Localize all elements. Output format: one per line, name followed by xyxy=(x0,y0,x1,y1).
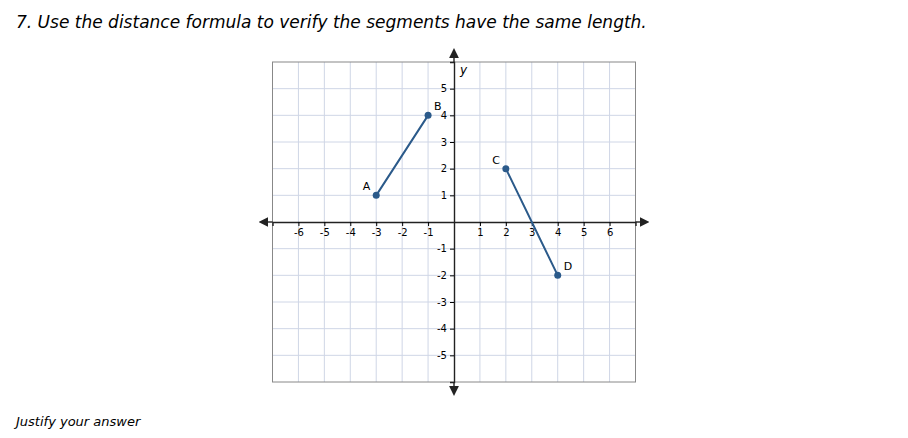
y-tick-label: 1 xyxy=(441,190,447,201)
y-tick-label: -4 xyxy=(437,323,447,334)
x-tick-mark xyxy=(402,222,403,226)
x-tick-label: 2 xyxy=(503,227,509,238)
y-tick-label: 2 xyxy=(441,163,447,174)
point-labels: A B C D xyxy=(363,100,573,273)
y-tick-mark xyxy=(450,142,454,143)
grid xyxy=(273,62,636,382)
y-tick: 2 xyxy=(441,163,454,174)
x-tick-mark xyxy=(350,222,351,226)
x-tick: 2 xyxy=(503,222,509,238)
x-tick-label: 6 xyxy=(607,227,613,238)
x-tick: 4 xyxy=(555,222,561,238)
x-tick-label: -5 xyxy=(320,227,330,238)
x-tick-label: -2 xyxy=(398,227,408,238)
x-tick: -2 xyxy=(398,222,408,238)
x-tick-mark xyxy=(428,222,429,226)
x-tick-mark xyxy=(376,222,377,226)
x-tick: -5 xyxy=(320,222,330,238)
axis-arrow xyxy=(453,382,454,391)
x-tick-label: 5 xyxy=(581,227,587,238)
x-tick: 6 xyxy=(607,222,613,238)
x-tick-mark xyxy=(610,222,611,226)
y-tick: -5 xyxy=(437,350,454,361)
subtitle: Justify your answer xyxy=(13,414,142,429)
x-tick-mark xyxy=(480,222,481,226)
point-label: D xyxy=(564,260,572,273)
point xyxy=(502,165,509,172)
y-tick-mark xyxy=(450,169,454,170)
y-tick-label: -1 xyxy=(437,243,447,254)
marks xyxy=(373,112,562,279)
x-tick-label: -3 xyxy=(372,227,382,238)
x-tick: -6 xyxy=(294,222,304,238)
y-tick-label: -2 xyxy=(437,270,447,281)
x-tick-mark xyxy=(558,222,559,226)
axis-arrow xyxy=(453,53,454,62)
x-tick-label: 1 xyxy=(477,227,483,238)
y-tick-mark xyxy=(450,115,454,116)
y-tick: 1 xyxy=(441,190,454,201)
segment xyxy=(376,115,428,195)
segment xyxy=(506,169,558,276)
x-tick-mark xyxy=(298,222,299,226)
plot: -6-5-4-3-2-1123456-5-4-3-2-112345yABCD xyxy=(264,53,645,391)
y-tick-label: -3 xyxy=(437,297,447,308)
point xyxy=(554,272,561,279)
y-tick-label: 3 xyxy=(441,137,447,148)
y-tick-mark xyxy=(450,355,454,356)
y-tick-mark xyxy=(450,302,454,303)
x-tick-mark xyxy=(506,222,507,226)
y-tick: 3 xyxy=(441,137,454,148)
axis-arrows xyxy=(264,53,645,391)
y-tick-mark xyxy=(450,89,454,90)
x-tick-label: -6 xyxy=(294,227,304,238)
x-tick-label: 4 xyxy=(555,227,561,238)
y-tick: 5 xyxy=(441,83,454,94)
x-tick: -3 xyxy=(372,222,382,238)
chart: 7. Use the distance formula to verify th… xyxy=(0,0,908,438)
point xyxy=(373,192,380,199)
point-label: C xyxy=(492,154,500,167)
x-tick-mark xyxy=(584,222,585,226)
point xyxy=(425,112,432,119)
y-tick: -1 xyxy=(437,243,454,254)
y-tick: -3 xyxy=(437,297,454,308)
y-tick-mark xyxy=(450,249,454,250)
y-tick-mark xyxy=(450,275,454,276)
y-tick: -2 xyxy=(437,270,454,281)
title: 7. Use the distance formula to verify th… xyxy=(16,12,647,32)
x-tick: 1 xyxy=(477,222,483,238)
axis-arrow xyxy=(264,221,273,222)
y-tick: 4 xyxy=(441,110,454,121)
point-label: B xyxy=(434,100,442,113)
x-tick: -4 xyxy=(346,222,356,238)
x-tick: -1 xyxy=(424,222,434,238)
y-tick: -4 xyxy=(437,323,454,334)
y-tick-label: 5 xyxy=(441,83,447,94)
x-tick-label: -4 xyxy=(346,227,356,238)
x-tick: 5 xyxy=(581,222,587,238)
y-tick-label: -5 xyxy=(437,350,447,361)
y-tick-mark xyxy=(450,195,454,196)
y-axis-label: y xyxy=(459,63,468,77)
x-tick-mark xyxy=(324,222,325,226)
y-tick-mark xyxy=(450,329,454,330)
y-axis-line xyxy=(450,63,455,383)
plot-frame xyxy=(273,62,636,382)
point-label: A xyxy=(363,180,371,193)
axis-arrow xyxy=(636,221,645,222)
x-tick-label: -1 xyxy=(424,227,434,238)
